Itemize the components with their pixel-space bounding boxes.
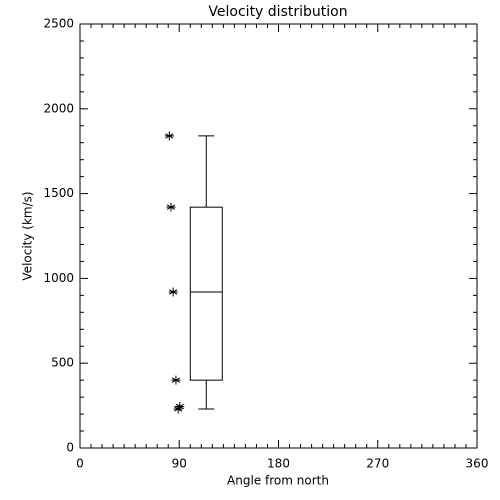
y-axis-label: Velocity (km/s) — [21, 191, 35, 280]
y-tick-label: 1500 — [43, 186, 74, 200]
box — [189, 206, 223, 381]
x-tick-label: 90 — [172, 457, 187, 471]
outlier — [173, 404, 183, 414]
y-tick-label: 2000 — [43, 101, 74, 115]
y-tick-label: 2500 — [43, 17, 74, 31]
chart-title: Velocity distribution — [208, 4, 347, 20]
outlier — [175, 401, 185, 411]
outlier — [166, 202, 176, 212]
x-tick-label: 360 — [466, 457, 489, 471]
outlier — [164, 131, 174, 141]
plot-frame — [79, 23, 478, 449]
outlier — [168, 287, 178, 297]
x-tick-label: 0 — [76, 457, 84, 471]
y-tick-label: 500 — [51, 356, 74, 370]
x-tick-label: 270 — [366, 457, 389, 471]
x-axis-label: Angle from north — [227, 474, 329, 488]
outlier — [171, 375, 181, 385]
x-tick-label: 180 — [267, 457, 290, 471]
y-tick-label: 0 — [66, 441, 74, 455]
y-tick-label: 1000 — [43, 271, 74, 285]
